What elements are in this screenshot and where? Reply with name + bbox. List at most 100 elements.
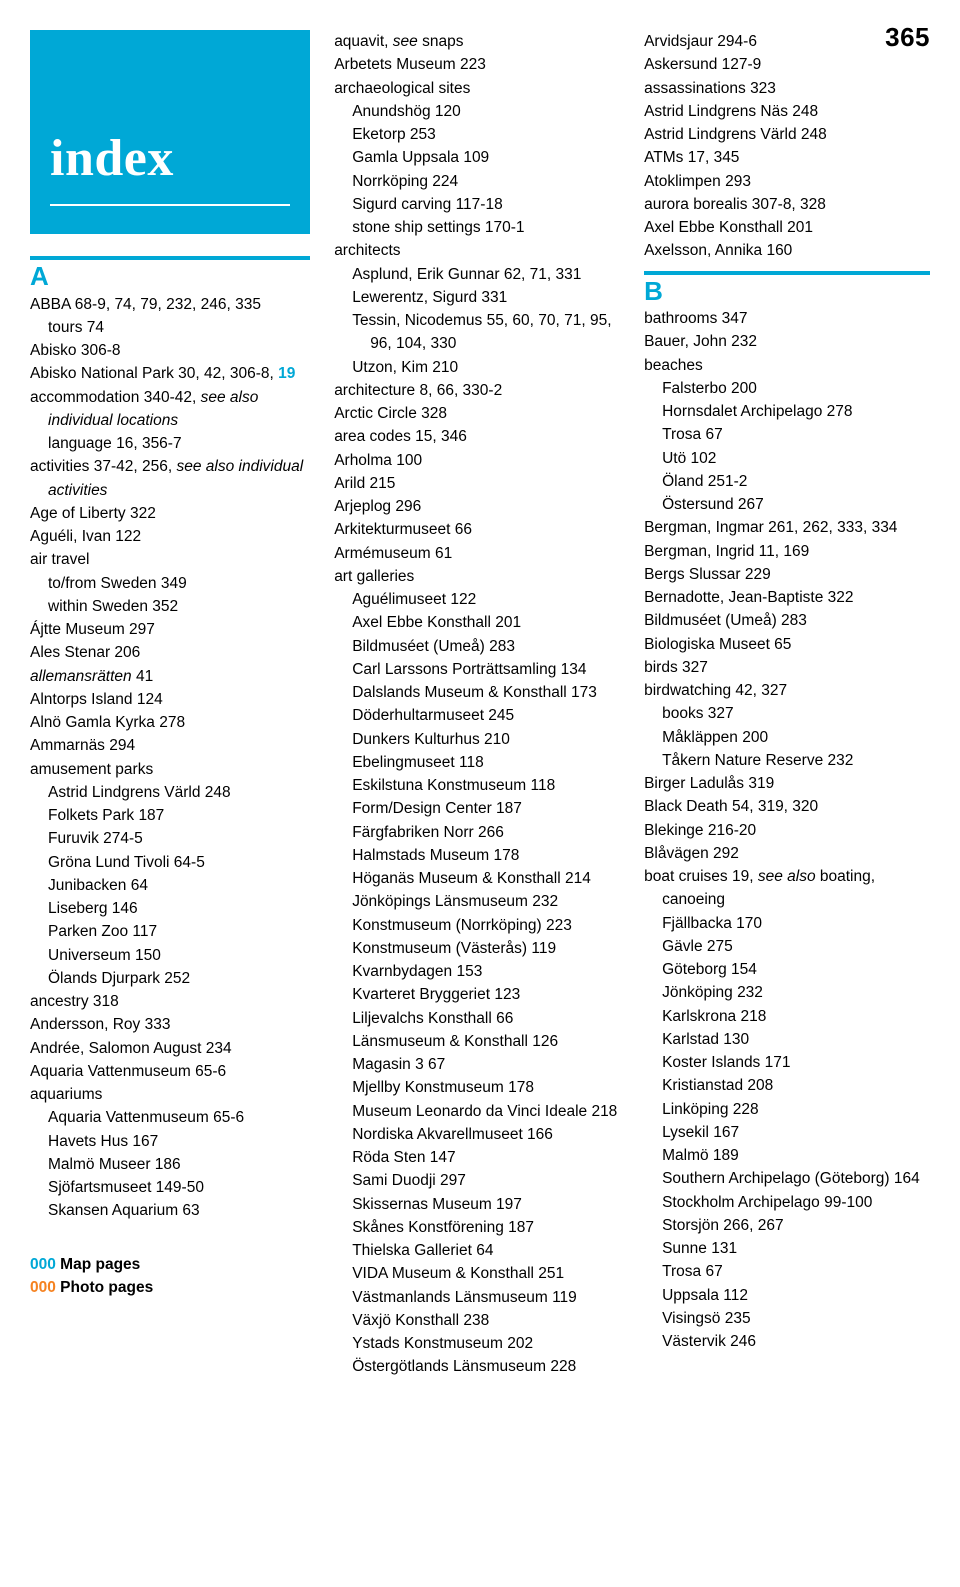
entry-sub: Anundshög 120 [334,100,620,123]
entry-sub: Bildmuséet (Umeå) 283 [334,635,620,658]
entry: art galleries [334,565,620,588]
entry-text: aquavit, [334,33,393,50]
entry-sub: Visingsö 235 [644,1307,930,1330]
entry-text: Abisko National Park 30, 42, 306-8, [30,365,274,382]
entry-text: activities 37-42, 256, [30,458,176,475]
entry: Ammarnäs 294 [30,734,310,757]
entry-sub: Kristianstad 208 [644,1074,930,1097]
entry-sub: Tåkern Nature Reserve 232 [644,749,930,772]
entry-text: 41 [132,668,154,685]
entry-sub: Konstmuseum (Västerås) 119 [334,937,620,960]
entry-sub: Utzon, Kim 210 [334,356,620,379]
letter-b: B [644,271,930,306]
entry-sub: Parken Zoo 117 [30,920,310,943]
entry: birds 327 [644,656,930,679]
entry: Axelsson, Annika 160 [644,239,930,262]
entry: Bergman, Ingmar 261, 262, 333, 334 [644,516,930,539]
entry: Abisko 306-8 [30,339,310,362]
entry-sub: Stockholm Archipelago 99-100 [644,1191,930,1214]
entry-sub: Linköping 228 [644,1098,930,1121]
entry-sub: Ölands Djurpark 252 [30,967,310,990]
entry-text: accommodation 340-42, [30,389,201,406]
entry: ATMs 17, 345 [644,146,930,169]
entry-sub: Sjöfartsmuseet 149-50 [30,1176,310,1199]
entry-sub: Ebelingmuseet 118 [334,751,620,774]
entry-sub: Skånes Konstförening 187 [334,1216,620,1239]
entry-sub: Växjö Konsthall 238 [334,1309,620,1332]
entry-sub: Storsjön 266, 267 [644,1214,930,1237]
entry-sub: Döderhultarmuseet 245 [334,704,620,727]
column-2: aquavit, see snaps Arbetets Museum 223 a… [334,30,620,1379]
entry: aurora borealis 307-8, 328 [644,193,930,216]
entry-sub: Gävle 275 [644,935,930,958]
entry: amusement parks [30,758,310,781]
entry: architecture 8, 66, 330-2 [334,379,620,402]
entry: Ales Stenar 206 [30,641,310,664]
entry-sub: Liseberg 146 [30,897,310,920]
entry-sub: Havets Hus 167 [30,1130,310,1153]
entry: aquariums [30,1083,310,1106]
entry-sub: Falsterbo 200 [644,377,930,400]
entry-sub: Höganäs Museum & Konsthall 214 [334,867,620,890]
column-3: Arvidsjaur 294-6 Askersund 127-9 assassi… [644,30,930,1379]
entry-sub: VIDA Museum & Konsthall 251 [334,1262,620,1285]
entry: Biologiska Museet 65 [644,633,930,656]
entry-sub: Carl Larssons Porträttsamling 134 [334,658,620,681]
entry-sub: Tessin, Nicodemus 55, 60, 70, 71, 95, 96… [334,309,620,356]
entry: area codes 15, 346 [334,425,620,448]
entry-sub: Museum Leonardo da Vinci Ideale 218 [334,1100,620,1123]
entry: ABBA 68-9, 74, 79, 232, 246, 335 [30,293,310,316]
entry: Bernadotte, Jean-Baptiste 322 [644,586,930,609]
entry-sub: Östergötlands Länsmuseum 228 [334,1355,620,1378]
entry-italic: see [393,33,418,50]
entry: accommodation 340-42, see also individua… [30,386,310,433]
entry: Bergs Slussar 229 [644,563,930,586]
entry-sub: Skansen Aquarium 63 [30,1199,310,1222]
column-1: index A ABBA 68-9, 74, 79, 232, 246, 335… [30,30,310,1379]
entry: Bergman, Ingrid 11, 169 [644,540,930,563]
entry: Blåvägen 292 [644,842,930,865]
entry-sub: Eskilstuna Konstmuseum 118 [334,774,620,797]
entry-sub: Asplund, Erik Gunnar 62, 71, 331 [334,263,620,286]
entry-sub: Gamla Uppsala 109 [334,146,620,169]
entry-sub: Ystads Konstmuseum 202 [334,1332,620,1355]
entry-sub: Måkläppen 200 [644,726,930,749]
entry-sub: Kvarnbydagen 153 [334,960,620,983]
entry-sub: Gröna Lund Tivoli 64-5 [30,851,310,874]
entry: Age of Liberty 322 [30,502,310,525]
entry-sub: Form/Design Center 187 [334,797,620,820]
entry-sub: Astrid Lindgrens Värld 248 [30,781,310,804]
entry: Bildmuséet (Umeå) 283 [644,609,930,632]
entry-sub: Nordiska Akvarellmuseet 166 [334,1123,620,1146]
legend-map-pages: 000 Map pages [30,1253,310,1276]
entry-sub: Jönköpings Länsmuseum 232 [334,890,620,913]
entry: Andrée, Salomon August 234 [30,1037,310,1060]
entry: Bauer, John 232 [644,330,930,353]
entry: aquavit, see snaps [334,30,620,53]
legend-photo-pages: 000 Photo pages [30,1276,310,1299]
entry: Black Death 54, 319, 320 [644,795,930,818]
entry: bathrooms 347 [644,307,930,330]
entry: activities 37-42, 256, see also individu… [30,455,310,502]
title-box: index [30,30,310,234]
entry-sub: Länsmuseum & Konsthall 126 [334,1030,620,1053]
entry: Alntorps Island 124 [30,688,310,711]
entry-sub: Öland 251-2 [644,470,930,493]
entry: archaeological sites [334,77,620,100]
entry-sub: Östersund 267 [644,493,930,516]
entry-italic: see also [758,868,816,885]
entry-text: boat cruises 19, [644,868,758,885]
entry-sub: Röda Sten 147 [334,1146,620,1169]
entry-sub: Karlskrona 218 [644,1005,930,1028]
entry-sub: Junibacken 64 [30,874,310,897]
entry-sub: Malmö 189 [644,1144,930,1167]
entry-italic: allemansrätten [30,668,132,685]
entry-sub: Magasin 3 67 [334,1053,620,1076]
entry: Arctic Circle 328 [334,402,620,425]
entry-sub: Folkets Park 187 [30,804,310,827]
entry: birdwatching 42, 327 [644,679,930,702]
entry: boat cruises 19, see also boating, canoe… [644,865,930,912]
entry-sub: Southern Archipelago (Göteborg) 164 [644,1167,930,1190]
entry-sub: Trosa 67 [644,423,930,446]
entry-sub: Jönköping 232 [644,981,930,1004]
